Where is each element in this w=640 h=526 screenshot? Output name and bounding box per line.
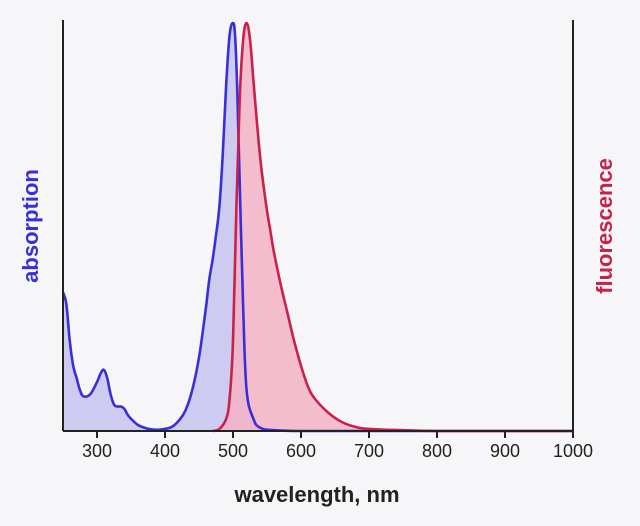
plot-area bbox=[61, 21, 573, 433]
x-ticks: 300 400 500 600 700 800 900 1000 bbox=[82, 431, 593, 461]
x-tick-label: 400 bbox=[150, 441, 180, 461]
x-tick-label: 600 bbox=[286, 441, 316, 461]
fluorescence-area bbox=[212, 23, 573, 431]
x-tick-label: 300 bbox=[82, 441, 112, 461]
x-tick-label: 500 bbox=[218, 441, 248, 461]
x-tick-label: 1000 bbox=[553, 441, 593, 461]
x-axis-title: wavelength, nm bbox=[233, 482, 399, 507]
y-axis-title-left: absorption bbox=[18, 169, 43, 283]
x-tick-label: 900 bbox=[490, 441, 520, 461]
y-axis-title-right: fluorescence bbox=[592, 158, 617, 294]
x-tick-label: 800 bbox=[422, 441, 452, 461]
axes bbox=[62, 20, 574, 432]
x-tick-label: 700 bbox=[354, 441, 384, 461]
absorption-line bbox=[61, 21, 573, 433]
fluorescence-line bbox=[212, 21, 573, 433]
